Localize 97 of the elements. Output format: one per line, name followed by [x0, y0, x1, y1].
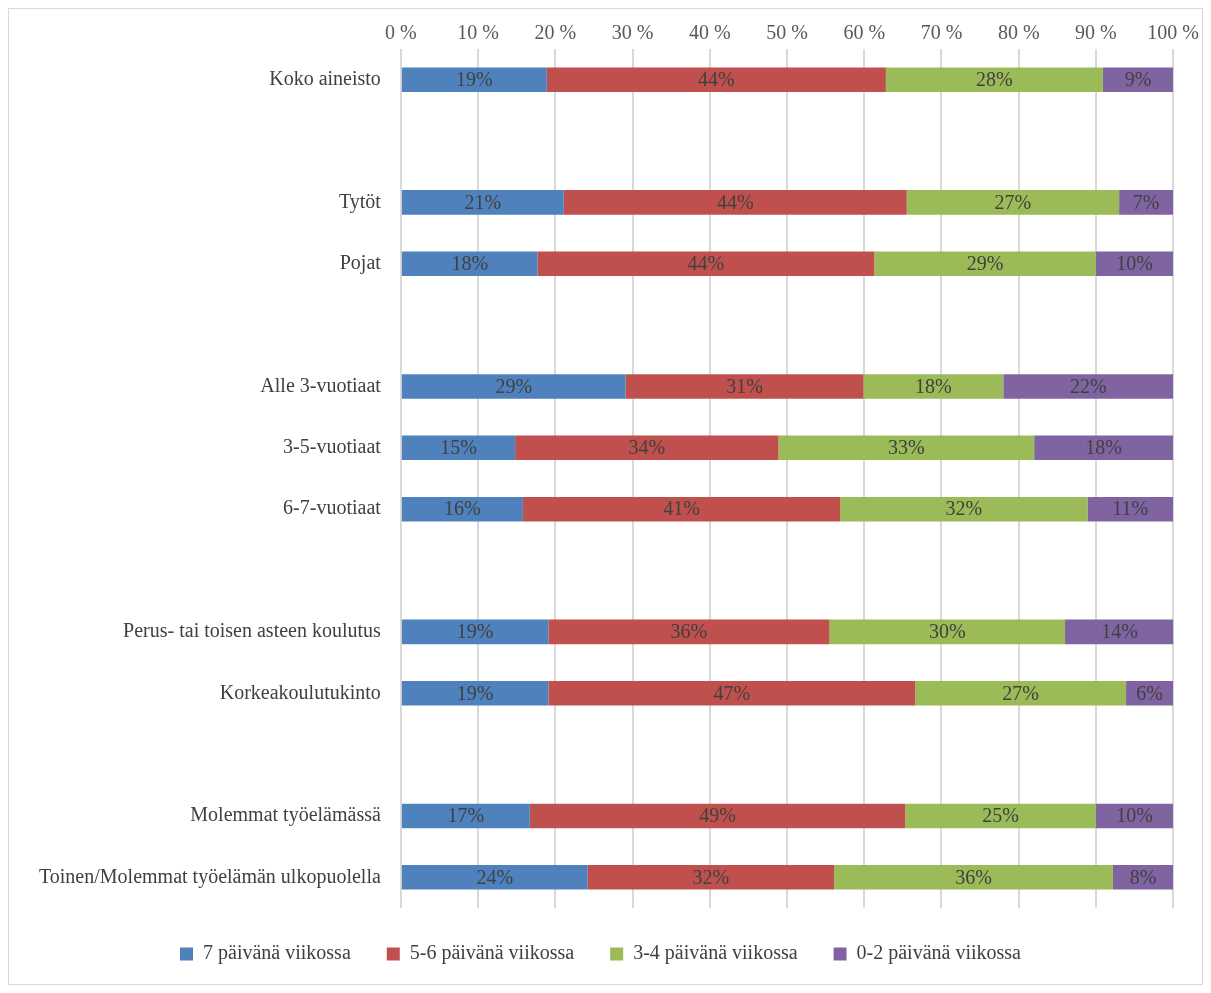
bar [885, 67, 1103, 92]
bar [401, 680, 549, 706]
data-label: 32% [692, 865, 730, 888]
legend-label: 0-2 päivänä viikossa [856, 941, 1022, 965]
data-label: 33% [888, 436, 925, 459]
bar [829, 619, 1066, 645]
bar [522, 496, 841, 522]
y-tick-label: 6-7-vuotiaat [283, 496, 382, 519]
bar [515, 435, 779, 461]
bar [874, 251, 1096, 277]
bar [401, 251, 538, 277]
bar [906, 190, 1120, 215]
legend-label: 3-4 päivänä viikossa [633, 941, 798, 965]
bar [905, 803, 1096, 829]
data-label: 44% [687, 252, 725, 274]
data-label: 18% [915, 374, 952, 397]
legend-label: 5-6 päivänä viikossa [409, 941, 575, 965]
data-label: 15% [440, 436, 477, 459]
data-label: 24% [476, 865, 514, 888]
y-tick-label: Koko aineisto [269, 66, 381, 89]
y-tick-label: Perus- tai toisen asteen koulutus [123, 619, 382, 642]
bar [587, 865, 835, 890]
y-tick-label: 3-5-vuotiaat [283, 435, 382, 458]
bar [401, 67, 547, 92]
bar [546, 67, 886, 92]
data-label: 7% [1132, 190, 1160, 213]
x-tick-label: 70 % [920, 21, 963, 44]
data-label: 36% [955, 865, 992, 888]
data-label: 10% [1116, 804, 1153, 827]
data-label: 9% [1124, 67, 1152, 90]
data-label: 30% [928, 620, 966, 643]
data-label: 44% [716, 190, 754, 213]
data-label: 19% [456, 620, 494, 643]
data-label: 29% [495, 374, 533, 397]
bar [1034, 435, 1174, 461]
x-tick-label: 80 % [997, 21, 1040, 44]
data-label: 19% [456, 67, 493, 90]
x-tick-label: 10 % [457, 21, 499, 44]
x-tick-label: 20 % [534, 21, 577, 44]
data-label: 31% [726, 374, 763, 397]
y-tick-label: Tytöt [338, 189, 382, 213]
bar [401, 803, 530, 829]
bar [548, 680, 916, 706]
data-label: 41% [663, 497, 700, 520]
data-label: 36% [670, 620, 708, 643]
bar [915, 680, 1127, 706]
data-label: 6% [1136, 681, 1163, 704]
bar [537, 251, 875, 277]
bar [401, 190, 564, 215]
data-label: 28% [976, 67, 1013, 90]
bar [863, 374, 1004, 399]
data-label: 18% [451, 252, 489, 274]
bar [563, 190, 907, 215]
bar [1119, 190, 1174, 215]
y-tick-label: Pojat [339, 251, 382, 274]
data-label: 22% [1069, 374, 1107, 397]
data-label: 8% [1129, 865, 1157, 888]
bar [401, 619, 549, 645]
data-label: 21% [464, 190, 502, 213]
bar [834, 865, 1113, 890]
x-tick-label: 60 % [843, 21, 886, 44]
data-label: 25% [982, 804, 1019, 827]
x-tick-label: 50 % [766, 21, 808, 44]
x-tick-label: 30 % [611, 21, 654, 44]
y-tick-label: Toinen/Molemmat työelämän ulkopuolella [39, 864, 381, 888]
data-label: 47% [713, 681, 751, 704]
data-label: 32% [945, 497, 983, 520]
y-tick-label: Molemmat työelämässä [190, 803, 381, 827]
data-label: 34% [628, 436, 666, 459]
bar [778, 435, 1035, 461]
data-label: 11% [1112, 497, 1149, 520]
data-label: 14% [1101, 620, 1138, 643]
x-tick-label: 100 % [1147, 21, 1200, 44]
bar [401, 865, 588, 890]
data-label: 27% [1002, 681, 1039, 704]
x-tick-label: 40 % [688, 21, 731, 44]
data-label: 27% [994, 190, 1032, 213]
data-label: 19% [456, 681, 494, 704]
bar [625, 374, 864, 399]
bar [548, 619, 830, 645]
x-tick-label: 0 % [385, 21, 417, 44]
x-tick-label: 90 % [1075, 21, 1117, 44]
data-label: 49% [699, 804, 736, 827]
data-label: 44% [698, 67, 735, 90]
bar [529, 803, 906, 829]
legend-label: 7 päivänä viikossa [203, 941, 351, 965]
y-tick-label: Korkeakoulutukinto [219, 680, 381, 703]
bar [1102, 67, 1174, 92]
y-tick-label: Alle 3-vuotiaat [260, 373, 382, 396]
data-label: 17% [447, 804, 485, 827]
data-label: 29% [966, 252, 1004, 274]
data-label: 18% [1085, 436, 1122, 459]
bar [840, 496, 1088, 522]
data-label: 10% [1116, 252, 1153, 274]
bar [401, 374, 626, 399]
bar [1003, 374, 1174, 399]
data-label: 16% [444, 497, 481, 520]
